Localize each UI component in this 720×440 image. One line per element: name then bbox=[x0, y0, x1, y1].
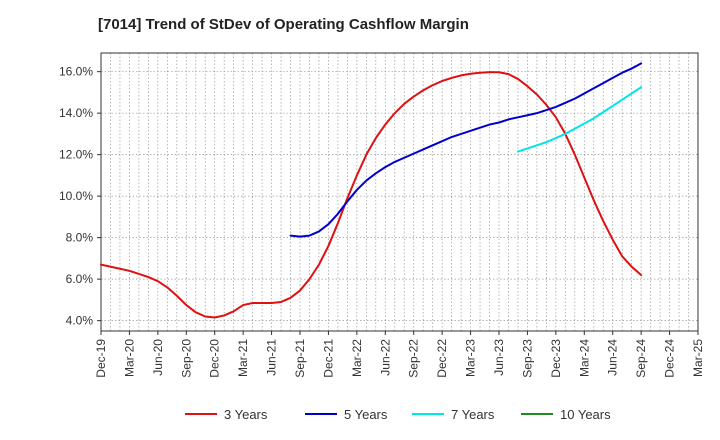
y-axis: 4.0% 6.0% 8.0% 10.0% 12.0% 14.0% 16.0% bbox=[59, 65, 101, 328]
x-tick-label: Jun-24 bbox=[606, 339, 620, 376]
series-line-7-years bbox=[516, 86, 643, 153]
x-tick-label: Dec-22 bbox=[435, 339, 449, 378]
x-tick-label: Sep-20 bbox=[179, 339, 193, 378]
y-tick-label: 8.0% bbox=[66, 231, 94, 245]
y-tick-label: 14.0% bbox=[59, 106, 93, 120]
series-line-3-years bbox=[100, 71, 643, 319]
x-tick-label: Sep-22 bbox=[407, 339, 421, 378]
legend-label: 5 Years bbox=[344, 407, 388, 422]
x-tick-label: Jun-20 bbox=[151, 339, 165, 376]
series-line-5-years bbox=[289, 62, 643, 238]
grid bbox=[101, 53, 698, 331]
legend: 3 Years 5 Years 7 Years 10 Years bbox=[185, 407, 611, 422]
y-tick-label: 16.0% bbox=[59, 65, 93, 79]
x-tick-label: Mar-24 bbox=[577, 339, 591, 377]
y-tick-label: 4.0% bbox=[66, 314, 94, 328]
x-tick-label: Dec-24 bbox=[663, 339, 677, 378]
series-group bbox=[100, 62, 643, 319]
x-tick-label: Jun-22 bbox=[378, 339, 392, 376]
x-tick-label: Sep-24 bbox=[634, 339, 648, 378]
legend-label: 10 Years bbox=[560, 407, 611, 422]
plot-area bbox=[100, 52, 699, 332]
y-tick-label: 6.0% bbox=[66, 272, 94, 286]
x-tick-label: Mar-22 bbox=[350, 339, 364, 377]
x-tick-label: Mar-23 bbox=[464, 339, 478, 377]
x-tick-label: Mar-25 bbox=[691, 339, 705, 377]
x-tick-label: Mar-21 bbox=[236, 339, 250, 377]
y-tick-label: 10.0% bbox=[59, 189, 93, 203]
chart-title: [7014] Trend of StDev of Operating Cashf… bbox=[98, 16, 469, 33]
x-tick-label: Jun-21 bbox=[265, 339, 279, 376]
y-tick-label: 12.0% bbox=[59, 148, 93, 162]
x-tick-label: Jun-23 bbox=[492, 339, 506, 376]
x-tick-label: Dec-20 bbox=[208, 339, 222, 378]
x-tick-label: Sep-21 bbox=[293, 339, 307, 378]
x-tick-label: Dec-19 bbox=[94, 339, 108, 378]
x-tick-label: Dec-21 bbox=[321, 339, 335, 378]
x-axis: Dec-19 Mar-20 Jun-20 Sep-20 Dec-20 Mar-21 Jun-… bbox=[94, 331, 705, 378]
legend-label: 7 Years bbox=[451, 407, 495, 422]
x-tick-label: Mar-20 bbox=[122, 339, 136, 377]
x-tick-label: Dec-23 bbox=[549, 339, 563, 378]
x-tick-label: Sep-23 bbox=[520, 339, 534, 378]
legend-label: 3 Years bbox=[224, 407, 268, 422]
